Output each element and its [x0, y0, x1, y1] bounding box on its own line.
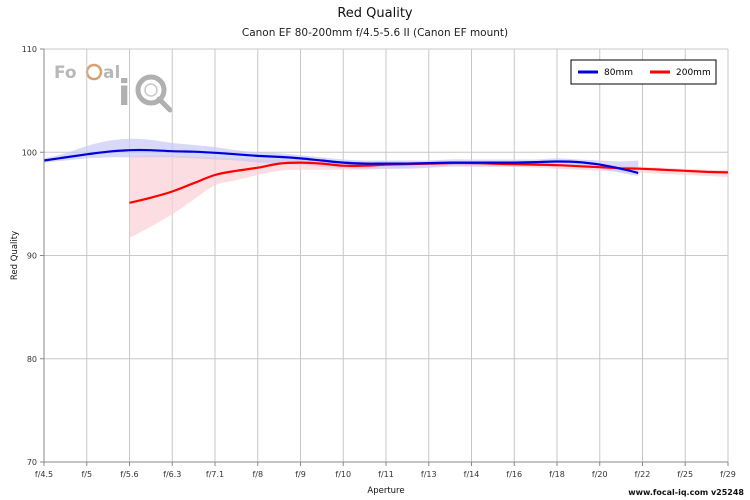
band-80mm — [44, 138, 639, 176]
grid-lines — [43, 48, 729, 463]
y-tick-label: 80 — [27, 355, 37, 364]
y-axis-label: Red Quality — [10, 231, 20, 280]
y-tick-label: 100 — [22, 148, 37, 157]
x-tick-label: f/5.6 — [120, 470, 138, 479]
x-tick-label: f/29 — [720, 470, 736, 479]
x-tick-label: f/9 — [295, 470, 306, 479]
legend-label-80mm: 80mm — [604, 68, 633, 78]
x-tick-label: f/25 — [677, 470, 693, 479]
axes: f/4.5 f/5 f/5.6 f/6.3 f/7.1 f/8 f/9 f/10 f/11 f/1… — [22, 45, 736, 479]
svg-text:Fo: Fo — [54, 63, 77, 83]
x-tick-label: f/5 — [81, 470, 92, 479]
confidence-bands — [44, 138, 728, 238]
x-tick-label: f/11 — [378, 470, 394, 479]
x-axis-label: Aperture — [367, 486, 404, 496]
svg-text:i: i — [118, 73, 130, 114]
x-tick-label: f/10 — [335, 470, 351, 479]
y-tick-label: 110 — [22, 45, 37, 54]
watermark: www.focal-iq.com v25248 — [628, 488, 744, 497]
y-tick-label: 90 — [27, 252, 37, 261]
chart-subtitle: Canon EF 80-200mm f/4.5-5.6 II (Canon EF… — [241, 27, 509, 39]
legend: 80mm 200mm — [570, 59, 717, 85]
band-200mm — [129, 155, 728, 238]
series-lines — [43, 148, 729, 204]
x-tick-label: f/8 — [252, 470, 263, 479]
chart-title: Red Quality — [337, 6, 413, 21]
y-tick-label: 70 — [27, 458, 37, 467]
svg-text:al: al — [103, 63, 120, 83]
x-tick-label: f/16 — [506, 470, 522, 479]
series-line-80mm — [43, 148, 639, 174]
x-tick-label: f/4.5 — [35, 470, 53, 479]
x-tick-label: f/7.1 — [206, 470, 224, 479]
x-tick-label: f/20 — [592, 470, 608, 479]
legend-label-200mm: 200mm — [676, 68, 711, 78]
x-tick-label: f/14 — [464, 470, 480, 479]
x-tick-label: f/13 — [421, 470, 437, 479]
x-tick-label: f/22 — [635, 470, 651, 479]
x-tick-label: f/18 — [549, 470, 565, 479]
x-tick-label: f/6.3 — [163, 470, 181, 479]
